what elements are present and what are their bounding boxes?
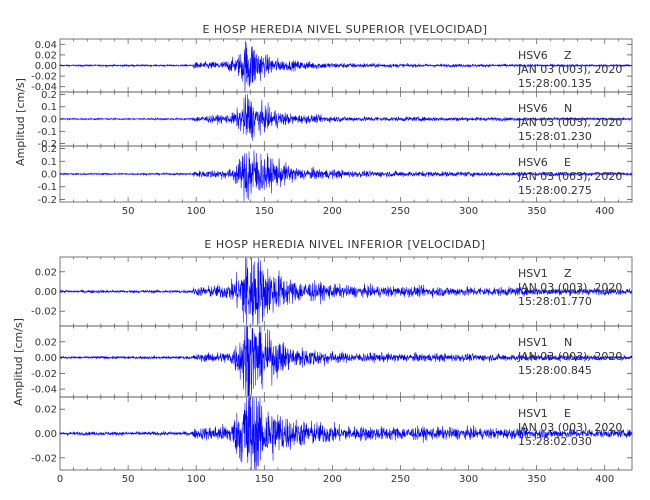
chart0-panel1-ytick-label: 0.2 — [41, 90, 57, 101]
chart0-xtick-label: 50 — [122, 206, 135, 217]
chart0-panel0-ytick-label: -0.02 — [31, 72, 57, 83]
chart1-xtick-label: 300 — [459, 474, 478, 485]
chart0-panel2-waveform — [59, 150, 633, 202]
chart0-panel0-date-label: JAN 03 (003), 2020 — [517, 63, 622, 76]
chart1-panel1-waveform — [59, 326, 633, 397]
chart1-xtick-label: 350 — [527, 474, 546, 485]
chart0-panel0-ytick-label: 0.02 — [35, 50, 57, 61]
chart1-panel0-ytick-label: 0.02 — [35, 267, 57, 278]
chart0-xtick-label: 400 — [595, 206, 614, 217]
chart0-panel1-ytick-label: -0.2 — [37, 139, 57, 150]
chart0-xtick-label: 200 — [323, 206, 342, 217]
chart1-panel1-date-label: JAN 03 (003), 2020 — [517, 350, 622, 363]
chart1-xtick-label: 150 — [255, 474, 274, 485]
chart1-panel2-date-label: JAN 03 (003), 2020 — [517, 421, 622, 434]
chart1-panel0-date-label: JAN 03 (003), 2020 — [517, 281, 622, 294]
chart0-panel2-ytick-label: 0.2 — [41, 144, 57, 155]
chart0-panel2-ytick-label: 0.1 — [41, 157, 57, 168]
chart1-panel1-station-label: HSV1 — [518, 336, 548, 349]
chart0-panel1-station-label: HSV6 — [518, 102, 548, 115]
chart0-panel0-ytick-label: 0.04 — [35, 40, 57, 51]
chart1-panel1-ytick-label: 0.00 — [35, 353, 57, 364]
top-chart-title: E HOSP HEREDIA NIVEL SUPERIOR [VELOCIDAD… — [202, 23, 487, 36]
chart0-panel0-time-label: 15:28:00.135 — [518, 77, 592, 90]
chart1-panel1-component-label: N — [564, 336, 572, 349]
chart1-panel2-ytick-label: -0.02 — [31, 453, 57, 464]
chart0-panel1-ytick-label: 0.0 — [41, 115, 57, 126]
chart1-panel1-ytick-label: 0.02 — [35, 337, 57, 348]
top-chart-ylabel: Amplitud [cm/s] — [14, 78, 27, 166]
chart0-panel0-ytick-label: -0.04 — [31, 82, 57, 93]
chart0-panel1-ytick-label: -0.1 — [37, 127, 57, 138]
chart1-panel0-component-label: Z — [564, 267, 572, 280]
chart1-panel2-component-label: E — [564, 407, 571, 420]
chart0-panel0-component-label: Z — [564, 49, 572, 62]
chart1-panel1-ytick-label: -0.04 — [31, 385, 57, 396]
chart1-xtick-label: 200 — [323, 474, 342, 485]
chart1-xtick-label: 250 — [391, 474, 410, 485]
chart0-panel0-station-label: HSV6 — [518, 49, 548, 62]
chart1-xtick-label: 0 — [57, 474, 63, 485]
chart0-xtick-label: 300 — [459, 206, 478, 217]
chart1-xtick-label: 100 — [187, 474, 206, 485]
chart1-panel2-station-label: HSV1 — [518, 407, 548, 420]
chart0-xtick-label: 100 — [187, 206, 206, 217]
chart1-panel0-ytick-label: 0.00 — [35, 287, 57, 298]
chart1-xtick-label: 50 — [122, 474, 135, 485]
chart1-panel1-time-label: 15:28:00.845 — [518, 364, 592, 377]
chart1-panel2-waveform — [59, 396, 633, 470]
chart0-panel1-date-label: JAN 03 (003), 2020 — [517, 116, 622, 129]
bottom-chart-title: E HOSP HEREDIA NIVEL INFERIOR [VELOCIDAD… — [204, 238, 485, 251]
chart1-xtick-label: 400 — [595, 474, 614, 485]
chart0-panel0-ytick-label: 0.00 — [35, 61, 57, 72]
chart1-panel1-ytick-label: -0.02 — [31, 369, 57, 380]
chart0-panel2-ytick-label: -0.1 — [37, 182, 57, 193]
chart1-panel2-ytick-label: 0.02 — [35, 405, 57, 416]
chart1-panel0-station-label: HSV1 — [518, 267, 548, 280]
chart0-panel2-time-label: 15:28:00.275 — [518, 184, 592, 197]
chart0-xtick-label: 150 — [255, 206, 274, 217]
chart0-panel2-date-label: JAN 03 (003), 2020 — [517, 170, 622, 183]
chart0-panel2-ytick-label: -0.2 — [37, 195, 57, 206]
chart1-panel2-ytick-label: 0.00 — [35, 429, 57, 440]
chart0-panel0-waveform — [59, 40, 633, 92]
chart1-panel0-ytick-label: -0.02 — [31, 307, 57, 318]
chart0-panel1-component-label: N — [564, 102, 572, 115]
chart0-panel1-waveform — [59, 94, 633, 141]
chart1-panel0-waveform — [59, 257, 633, 326]
chart0-panel1-time-label: 15:28:01.230 — [518, 130, 592, 143]
chart0-panel1-ytick-label: 0.1 — [41, 102, 57, 113]
chart0-panel2-ytick-label: 0.0 — [41, 170, 57, 181]
chart1-panel2-time-label: 15:28:02.030 — [518, 435, 592, 448]
bottom-chart-ylabel: Amplitud [cm/s] — [12, 318, 25, 406]
chart0-panel2-station-label: HSV6 — [518, 156, 548, 169]
chart0-xtick-label: 350 — [527, 206, 546, 217]
chart1-panel0-time-label: 15:28:01.770 — [518, 295, 592, 308]
chart0-xtick-label: 250 — [391, 206, 410, 217]
chart0-panel2-component-label: E — [564, 156, 571, 169]
